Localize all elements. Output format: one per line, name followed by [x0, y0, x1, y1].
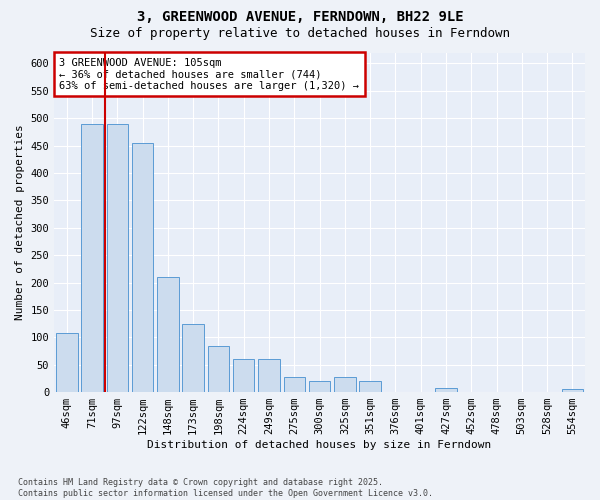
X-axis label: Distribution of detached houses by size in Ferndown: Distribution of detached houses by size …: [148, 440, 492, 450]
Text: 3 GREENWOOD AVENUE: 105sqm
← 36% of detached houses are smaller (744)
63% of sem: 3 GREENWOOD AVENUE: 105sqm ← 36% of deta…: [59, 58, 359, 91]
Bar: [562, 390, 583, 392]
Bar: [157, 277, 179, 392]
Bar: [132, 143, 154, 392]
Bar: [258, 359, 280, 392]
Bar: [334, 378, 356, 392]
Bar: [107, 124, 128, 392]
Bar: [359, 381, 381, 392]
Bar: [82, 124, 103, 392]
Text: 3, GREENWOOD AVENUE, FERNDOWN, BH22 9LE: 3, GREENWOOD AVENUE, FERNDOWN, BH22 9LE: [137, 10, 463, 24]
Bar: [208, 346, 229, 392]
Bar: [56, 334, 77, 392]
Bar: [284, 376, 305, 392]
Bar: [233, 359, 254, 392]
Text: Contains HM Land Registry data © Crown copyright and database right 2025.
Contai: Contains HM Land Registry data © Crown c…: [18, 478, 433, 498]
Text: Size of property relative to detached houses in Ferndown: Size of property relative to detached ho…: [90, 28, 510, 40]
Y-axis label: Number of detached properties: Number of detached properties: [15, 124, 25, 320]
Bar: [182, 324, 204, 392]
Bar: [309, 381, 331, 392]
Bar: [435, 388, 457, 392]
